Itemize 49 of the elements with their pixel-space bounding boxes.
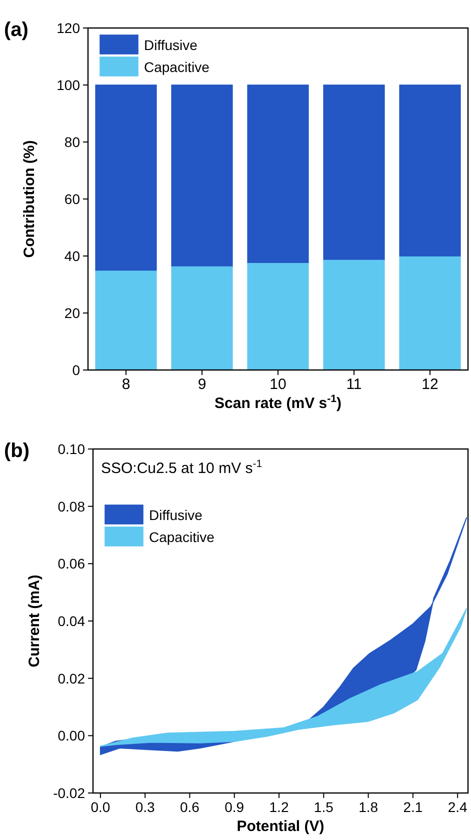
legend-label: Diffusive [144, 37, 198, 53]
x-tick-label: 0.3 [135, 799, 156, 815]
x-tick-label: 2.1 [403, 799, 423, 815]
bar [323, 259, 385, 370]
bar [399, 256, 461, 370]
legend-label: Diffusive [149, 507, 203, 523]
y-tick-label: 80 [64, 134, 80, 150]
x-axis-title: Scan rate (mV s$^{-1}$) [214, 393, 342, 412]
annotation: SSO:Cu2.5 at 10 mV s$^{-1}$ [101, 458, 262, 477]
x-tick-label: 1.5 [314, 799, 334, 815]
x-tick-label: 9 [198, 376, 206, 393]
y-tick-label: 0.00 [58, 728, 86, 744]
chart-title: (b) [4, 440, 30, 462]
y-tick-label: 0.04 [58, 613, 86, 629]
y-axis-title: Contribution (%) [21, 140, 38, 258]
y-tick-label: -0.02 [53, 785, 86, 801]
y-tick-label: 20 [64, 305, 80, 321]
x-tick-label: 0.0 [90, 799, 110, 815]
x-tick-label: 0.6 [180, 799, 200, 815]
bar [171, 266, 233, 370]
x-tick-label: 8 [122, 376, 130, 393]
y-axis-title: Current (mA) [26, 574, 43, 668]
x-tick-label: 12 [422, 376, 438, 393]
y-tick-label: 120 [56, 20, 80, 36]
bar [247, 84, 309, 263]
y-tick-label: 0.10 [58, 441, 86, 457]
legend-label: Capacitive [144, 59, 210, 75]
bar [95, 270, 157, 370]
y-tick-label: 60 [64, 191, 80, 207]
bar [323, 84, 385, 260]
chart-title: (a) [4, 19, 28, 41]
y-tick-label: 0 [72, 362, 80, 378]
x-tick-label: 1.2 [269, 799, 289, 815]
legend-label: Capacitive [149, 529, 215, 545]
bar [399, 84, 461, 256]
y-tick-label: 0.08 [58, 498, 86, 514]
bar [247, 262, 309, 370]
y-tick-label: 100 [56, 77, 80, 93]
bar [171, 84, 233, 266]
x-tick-label: 0.9 [224, 799, 244, 815]
y-tick-label: 0.02 [58, 670, 86, 686]
y-tick-label: 0.06 [58, 556, 86, 572]
x-tick-label: 1.8 [358, 799, 378, 815]
x-axis-title: Potential (V) [236, 818, 324, 835]
x-tick-label: 10 [270, 376, 286, 393]
bar [95, 84, 157, 271]
x-tick-label: 2.4 [448, 799, 468, 815]
y-tick-label: 40 [64, 248, 80, 264]
x-tick-label: 11 [346, 376, 362, 393]
